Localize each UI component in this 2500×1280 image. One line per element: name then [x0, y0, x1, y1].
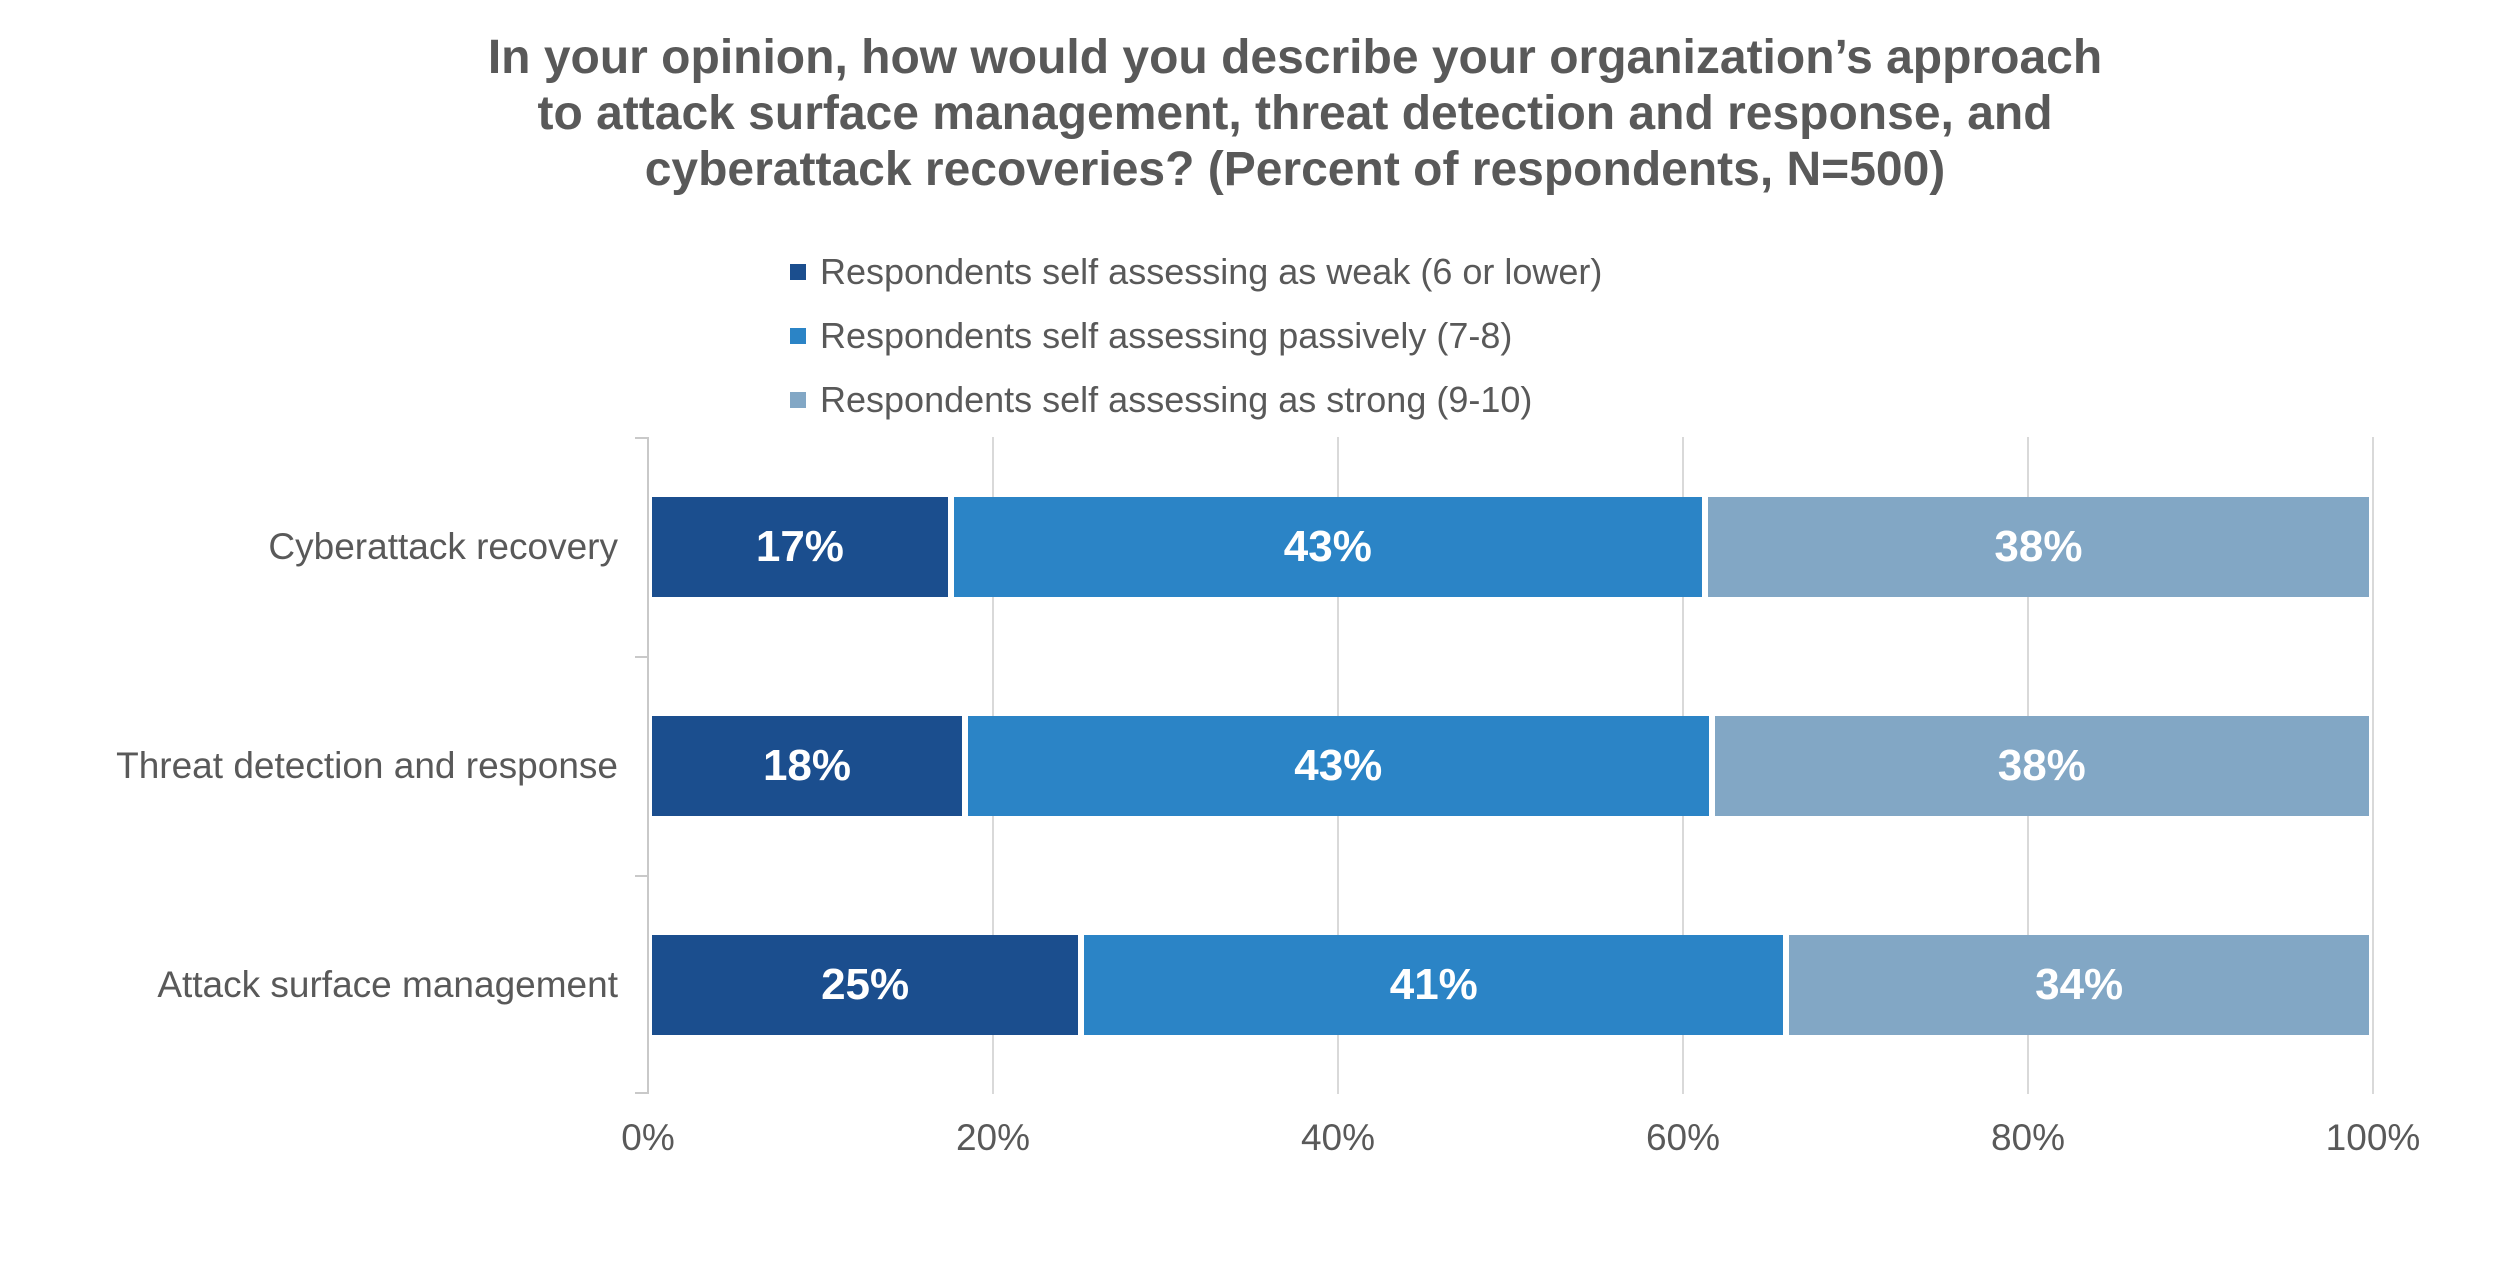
- x-axis-tick-label: 80%: [1990, 1117, 2066, 1158]
- bar-value-label: 43%: [1283, 521, 1372, 571]
- legend-swatch-icon: [790, 328, 806, 344]
- bar-segment: 34%: [1789, 934, 2369, 1035]
- chart-title-line: In your opinion, how would you describe …: [487, 31, 2103, 84]
- legend-item: Respondents self assessing passively (7-…: [790, 304, 1602, 368]
- bar-segment: 43%: [953, 496, 1702, 597]
- bar-segment: 41%: [1084, 934, 1784, 1035]
- bar-value-label: 34%: [2035, 959, 2124, 1009]
- bar-row: 17% 43% 38%: [652, 496, 2369, 597]
- legend-label: Respondents self assessing as strong (9-…: [820, 379, 1533, 420]
- bar-segment: 18%: [652, 715, 962, 816]
- bar-value-label: 17%: [755, 521, 844, 571]
- legend: Respondents self assessing as weak (6 or…: [790, 240, 1602, 432]
- bar-segment: 43%: [968, 715, 1709, 816]
- bar-segment: 17%: [652, 496, 948, 597]
- bar-row: 18% 43% 38%: [652, 715, 2369, 816]
- bar-value-label: 38%: [1994, 521, 2083, 571]
- legend-item: Respondents self assessing as weak (6 or…: [790, 240, 1602, 304]
- category-axis-tick: [635, 1092, 648, 1094]
- legend-label: Respondents self assessing as weak (6 or…: [820, 251, 1603, 292]
- bar-segment: 25%: [652, 934, 1079, 1035]
- x-axis-tick-label: 20%: [955, 1117, 1031, 1158]
- category-axis-line: [647, 437, 649, 1094]
- legend-swatch-icon: [790, 392, 806, 408]
- chart-title: In your opinion, how would you describe …: [95, 30, 2495, 198]
- bar-segment: 38%: [1707, 496, 2369, 597]
- x-axis-tick-label: 100%: [2325, 1117, 2421, 1158]
- category-axis-tick: [635, 875, 648, 877]
- gridline: [2372, 437, 2374, 1094]
- legend-swatch-icon: [790, 264, 806, 280]
- x-axis-tick-label: 60%: [1645, 1117, 1721, 1158]
- bar-value-label: 25%: [821, 959, 910, 1009]
- legend-item: Respondents self assessing as strong (9-…: [790, 368, 1602, 432]
- legend-label: Respondents self assessing passively (7-…: [820, 315, 1513, 356]
- chart-title-line: to attack surface management, threat det…: [537, 87, 2053, 140]
- x-axis-tick-label: 40%: [1300, 1117, 1376, 1158]
- plot-area: 17% 43% 38% 18% 43% 38% 25% 41% 34% 0% 20% 40% 60% 8…: [621, 437, 2420, 1158]
- chart-title-line: cyberattack recoveries? (Percent of resp…: [644, 143, 1946, 196]
- category-axis-tick: [635, 656, 648, 658]
- category-axis-tick: [635, 437, 648, 439]
- bar-value-label: 38%: [1997, 740, 2086, 790]
- category-label: Attack surface management: [157, 963, 618, 1005]
- x-axis-tick-label: 0%: [621, 1117, 675, 1158]
- bar-value-label: 43%: [1294, 740, 1383, 790]
- category-label: Cyberattack recovery: [268, 525, 618, 567]
- bar-segment: 38%: [1714, 715, 2369, 816]
- bar-value-label: 41%: [1389, 959, 1478, 1009]
- bar-row: 25% 41% 34%: [652, 934, 2369, 1035]
- bar-value-label: 18%: [762, 740, 852, 790]
- category-label: Threat detection and response: [116, 744, 618, 786]
